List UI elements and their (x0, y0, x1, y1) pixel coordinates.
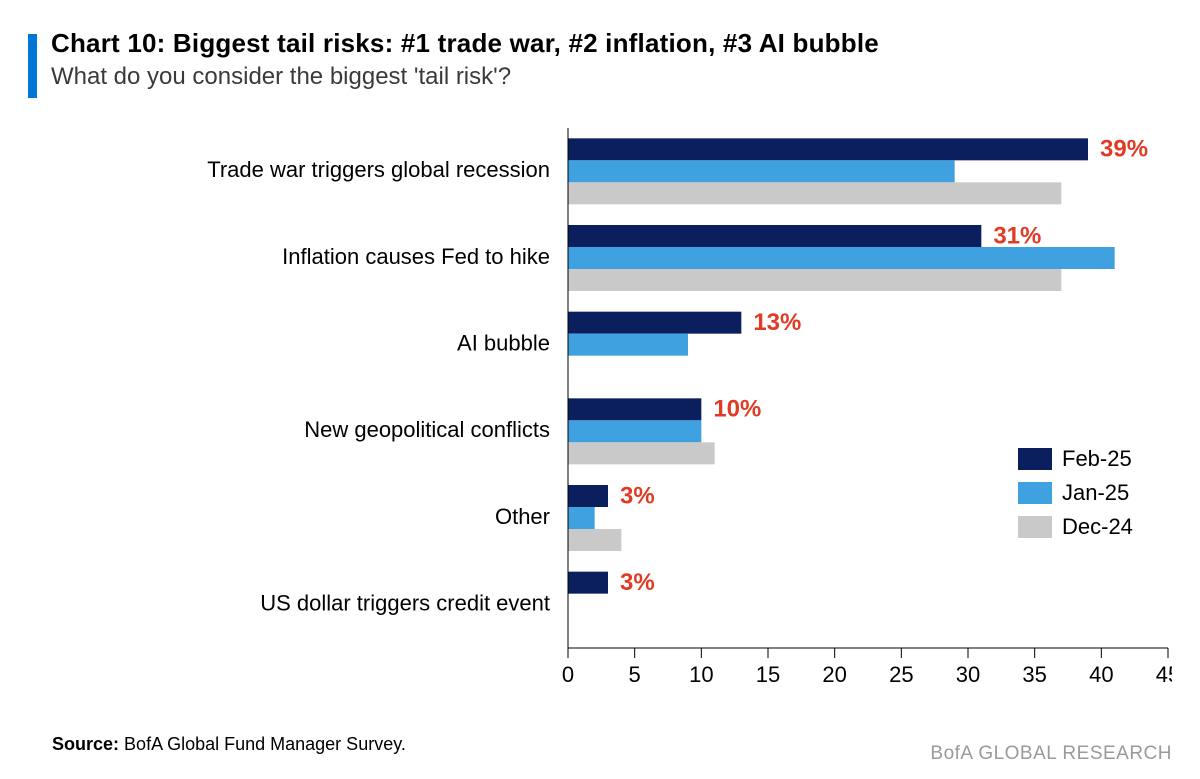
source-text: BofA Global Fund Manager Survey. (124, 734, 406, 754)
bar (568, 529, 621, 551)
category-label: Inflation causes Fed to hike (282, 244, 550, 269)
bar (568, 182, 1061, 204)
value-label: 10% (713, 396, 761, 423)
bar (568, 572, 608, 594)
category-label: New geopolitical conflicts (304, 417, 550, 442)
page: Chart 10: Biggest tail risks: #1 trade w… (0, 0, 1200, 779)
bar (568, 485, 608, 507)
legend-label: Feb-25 (1062, 446, 1132, 471)
value-label: 39% (1100, 136, 1148, 163)
bar (568, 420, 701, 442)
x-tick-label: 25 (889, 662, 913, 687)
title-block: Chart 10: Biggest tail risks: #1 trade w… (51, 28, 879, 91)
source-label: Source: (52, 734, 119, 754)
x-tick-label: 30 (956, 662, 980, 687)
value-label: 13% (753, 309, 801, 336)
bar (568, 138, 1088, 160)
footer-brand: BofA GLOBAL RESEARCH (930, 743, 1172, 765)
bar-chart: Trade war triggers global recession Infla… (28, 118, 1172, 708)
category-label: Other (495, 504, 550, 529)
bar (568, 398, 701, 420)
bar (568, 247, 1115, 269)
title-accent-bar (28, 34, 37, 98)
legend-label: Dec-24 (1062, 514, 1133, 539)
chart-title: Chart 10: Biggest tail risks: #1 trade w… (51, 28, 879, 59)
bar (568, 442, 715, 464)
legend-label: Jan-25 (1062, 480, 1129, 505)
x-tick-label: 20 (822, 662, 846, 687)
bar (568, 160, 955, 182)
x-tick-label: 35 (1022, 662, 1046, 687)
legend-swatch (1018, 482, 1052, 504)
bar (568, 507, 595, 529)
x-tick-label: 45 (1156, 662, 1172, 687)
bar (568, 334, 688, 356)
bar (568, 312, 741, 334)
bar (568, 269, 1061, 291)
x-tick-label: 10 (689, 662, 713, 687)
legend-swatch (1018, 448, 1052, 470)
x-tick-label: 40 (1089, 662, 1113, 687)
chart-subtitle: What do you consider the biggest 'tail r… (51, 63, 879, 91)
x-tick-label: 0 (562, 662, 574, 687)
x-tick-label: 15 (756, 662, 780, 687)
x-tick-label: 5 (629, 662, 641, 687)
value-label: 31% (993, 222, 1041, 249)
value-label: 3% (620, 569, 655, 596)
value-label: 3% (620, 482, 655, 509)
legend-swatch (1018, 516, 1052, 538)
chart-area: Trade war triggers global recession Infla… (28, 118, 1172, 708)
category-label: AI bubble (457, 330, 550, 355)
bar (568, 225, 981, 247)
category-label: US dollar triggers credit event (260, 590, 550, 615)
category-label: Trade war triggers global recession (207, 157, 550, 182)
header: Chart 10: Biggest tail risks: #1 trade w… (28, 28, 1172, 98)
